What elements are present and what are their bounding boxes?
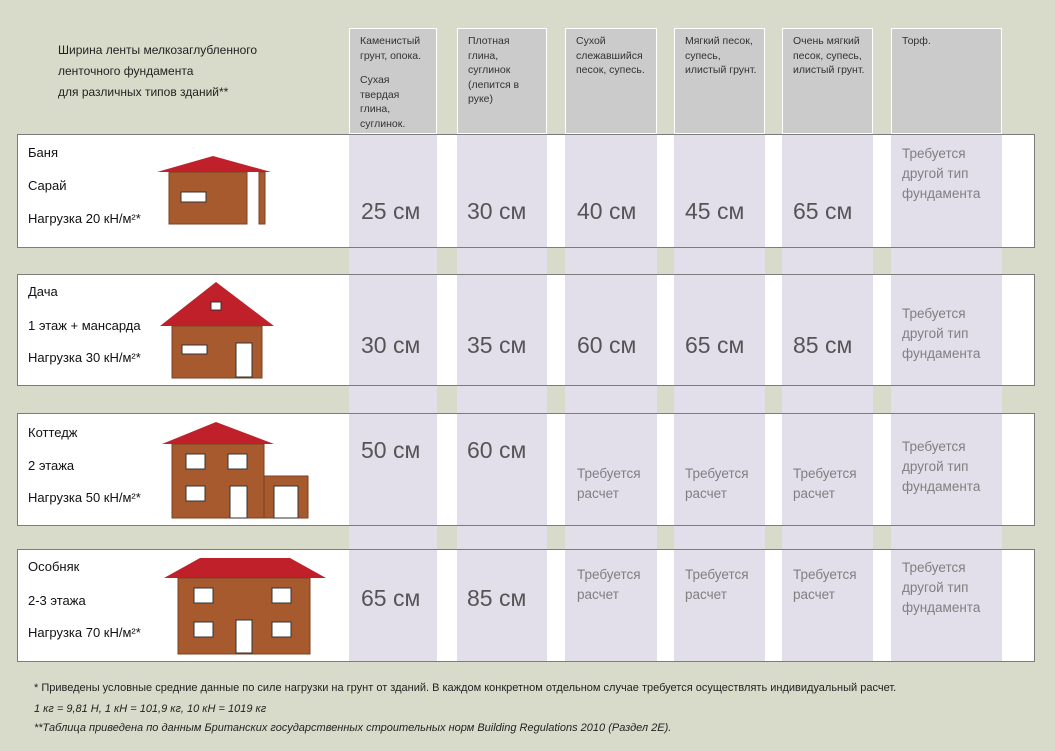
cell-bg xyxy=(457,135,547,247)
width-value: 60 см xyxy=(467,437,527,463)
cell-bg xyxy=(457,275,547,385)
cell-bg xyxy=(565,135,657,247)
building-floors: 2 этажа xyxy=(28,458,75,473)
table-title: Ширина ленты мелкозаглубленного ленточно… xyxy=(58,40,257,103)
cell-bg xyxy=(674,414,765,525)
cell-bg xyxy=(891,550,1002,661)
column-header-text: Очень мягкий песок, супесь, илистый грун… xyxy=(793,35,865,76)
cottage-icon xyxy=(162,422,309,519)
width-value: 85 см xyxy=(793,332,853,358)
cell-bg xyxy=(565,275,657,385)
column-header: Каменистый грунт, опока. Сухая твердая г… xyxy=(349,28,437,134)
country-house-icon xyxy=(160,282,274,379)
column-header-text: Плотная глина, суглинок (лепится в руке) xyxy=(468,35,520,105)
calc-note: Требуется расчет xyxy=(685,466,749,501)
calc-note: Требуется расчет xyxy=(577,567,641,602)
width-value: 40 см xyxy=(577,198,637,224)
column-header-text: Сухой слежавшийся песок, супесь. xyxy=(576,35,645,76)
column-header: Мягкий песок, супесь, илистый грунт. xyxy=(674,28,765,134)
cell-bg xyxy=(674,135,765,247)
title-line: ленточного фундамента xyxy=(58,64,194,78)
column-header-text: Сухая твердая глина, суглинок. xyxy=(360,74,406,130)
footnote-load: * Приведены условные средние данные по с… xyxy=(34,682,897,694)
cell-bg xyxy=(782,550,873,661)
building-load: Нагрузка 30 кН/м²* xyxy=(28,350,141,365)
width-value: 30 см xyxy=(467,198,527,224)
width-value: 25 см xyxy=(361,198,421,224)
table-row xyxy=(17,134,1035,248)
cell-bg xyxy=(349,550,437,661)
building-load: Нагрузка 70 кН/м²* xyxy=(28,625,141,640)
width-value: 65 см xyxy=(361,585,421,611)
cell-bg xyxy=(782,275,873,385)
title-line: для различных типов зданий** xyxy=(58,85,229,99)
calc-note: Требуется расчет xyxy=(577,466,641,501)
width-value: 35 см xyxy=(467,332,527,358)
cell-bg xyxy=(349,135,437,247)
column-header-text: Торф. xyxy=(902,35,931,47)
width-value: 50 см xyxy=(361,437,421,463)
cell-bg xyxy=(457,550,547,661)
column-header: Плотная глина, суглинок (лепится в руке) xyxy=(457,28,547,134)
building-name: Особняк xyxy=(28,559,80,574)
width-value: 65 см xyxy=(793,198,853,224)
column-header: Торф. xyxy=(891,28,1002,134)
cell-bg xyxy=(349,275,437,385)
column-header-text: Каменистый грунт, опока. xyxy=(360,35,422,62)
column-header: Очень мягкий песок, супесь, илистый грун… xyxy=(782,28,873,134)
building-floors: Сарай xyxy=(28,178,67,193)
peat-note: Требуется другой тип фундамента xyxy=(902,439,981,494)
width-value: 30 см xyxy=(361,332,421,358)
width-value: 60 см xyxy=(577,332,637,358)
building-name: Дача xyxy=(28,284,58,299)
peat-note: Требуется другой тип фундамента xyxy=(902,560,981,615)
cell-bg xyxy=(565,414,657,525)
building-load: Нагрузка 50 кН/м²* xyxy=(28,490,141,505)
building-floors: 2-3 этажа xyxy=(28,593,86,608)
calc-note: Требуется расчет xyxy=(793,466,857,501)
cell-bg xyxy=(565,550,657,661)
building-name: Баня xyxy=(28,145,58,160)
cell-bg xyxy=(782,135,873,247)
cell-bg xyxy=(891,275,1002,385)
footnote-units: 1 кг = 9,81 Н, 1 кН = 101,9 кг, 10 кН = … xyxy=(34,703,267,715)
cell-bg xyxy=(349,414,437,525)
width-value: 85 см xyxy=(467,585,527,611)
width-value: 45 см xyxy=(685,198,745,224)
building-name: Коттедж xyxy=(28,425,78,440)
mansion-icon xyxy=(164,558,326,655)
cell-bg xyxy=(891,135,1002,247)
cell-bg xyxy=(674,550,765,661)
peat-note: Требуется другой тип фундамента xyxy=(902,146,981,201)
cell-bg xyxy=(457,414,547,525)
cell-bg xyxy=(674,275,765,385)
title-line: Ширина ленты мелкозаглубленного xyxy=(58,43,258,57)
building-load: Нагрузка 20 кН/м²* xyxy=(28,211,141,226)
cell-bg xyxy=(891,414,1002,525)
column-header-text: Мягкий песок, супесь, илистый грунт. xyxy=(685,35,757,76)
bathhouse-icon xyxy=(157,156,271,225)
calc-note: Требуется расчет xyxy=(685,567,749,602)
calc-note: Требуется расчет xyxy=(793,567,857,602)
peat-note: Требуется другой тип фундамента xyxy=(902,306,981,361)
column-header: Сухой слежавшийся песок, супесь. xyxy=(565,28,657,134)
width-value: 65 см xyxy=(685,332,745,358)
footnote-source: **Таблица приведена по данным Британских… xyxy=(34,722,672,734)
cell-bg xyxy=(782,414,873,525)
building-floors: 1 этаж + мансарда xyxy=(28,318,141,333)
